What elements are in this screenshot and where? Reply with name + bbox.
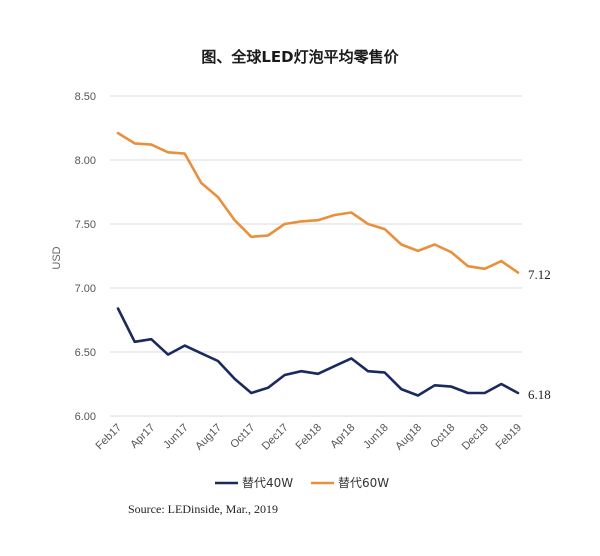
x-tick-label: Jun18 [361,422,391,452]
y-tick-label: 8.00 [75,155,96,167]
x-tick-label: Dec18 [460,422,491,453]
x-tick-label: Jun17 [161,422,191,452]
x-tick-label: Apr18 [328,422,357,451]
y-tick-label: 8.50 [75,91,96,103]
x-tick-label: Aug18 [393,422,424,453]
x-tick-label: Apr17 [128,422,157,451]
source-note: Source: LEDinside, Mar., 2019 [128,502,278,516]
series-line-60w [116,131,520,274]
series-line-40w [116,307,520,397]
y-axis-label: USD [51,246,63,269]
legend: 替代40W 替代60W [215,476,389,490]
gridlines [110,95,522,417]
x-axis-ticks: Feb17 Apr17 Jun17 Aug17 Oct17 Dec17 Feb18 Apr18… [94,422,525,453]
x-tick-label: Dec17 [260,422,291,453]
chart-title: 图、全球LED灯泡平均零售价 [201,48,399,66]
y-tick-label: 7.50 [75,219,96,231]
x-tick-label: Feb18 [294,422,325,453]
x-tick-label: Aug17 [193,422,224,453]
y-tick-label: 6.50 [75,347,96,359]
x-tick-label: Oct17 [228,422,257,451]
x-tick-label: Oct18 [428,422,457,451]
x-tick-label: Feb19 [494,422,525,453]
y-tick-label: 7.00 [75,283,96,295]
series-lines [116,131,520,397]
x-tick-label: Feb17 [94,422,125,453]
series-40w-end-label: 6.18 [528,387,551,402]
series-60w-end-label: 7.12 [528,267,551,282]
legend-label-60w: 替代60W [338,476,389,490]
legend-label-40w: 替代40W [242,476,293,490]
y-axis-ticks: 6.00 6.50 7.00 7.50 8.00 8.50 [75,91,96,423]
y-tick-label: 6.00 [75,411,96,423]
